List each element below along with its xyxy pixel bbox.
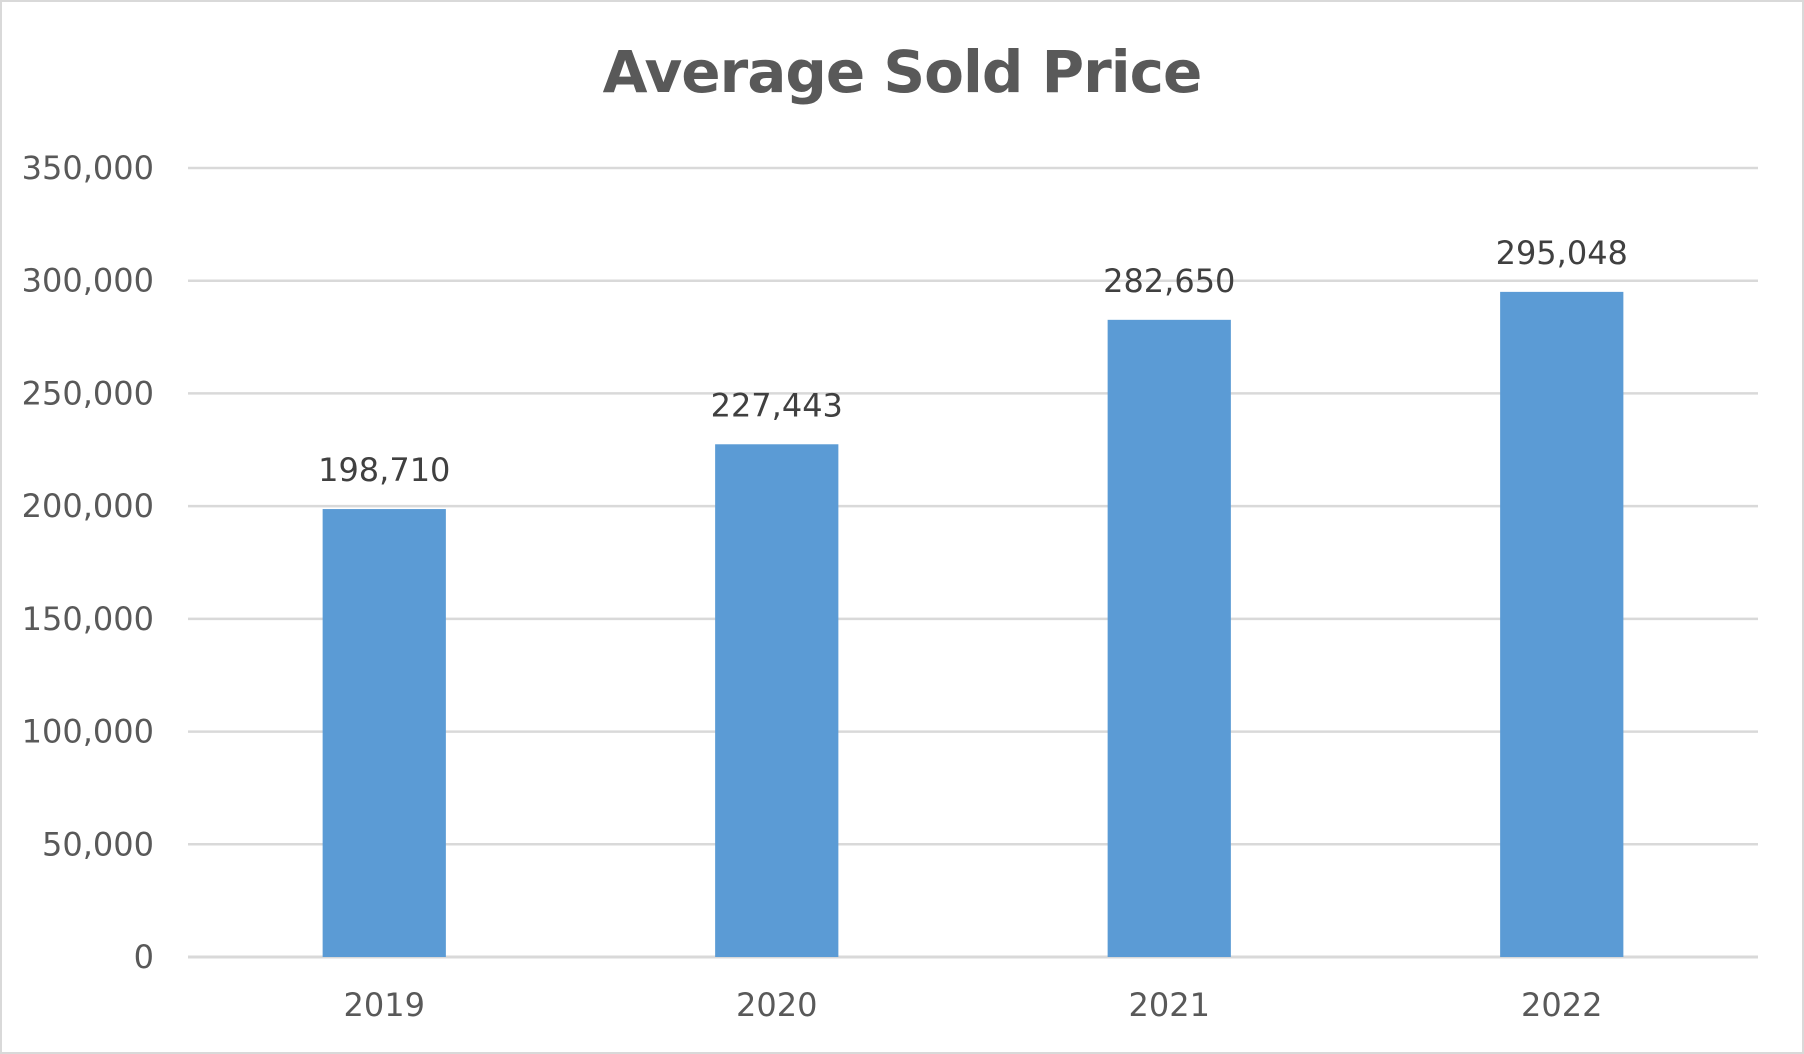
data-label-2021: 282,650 xyxy=(1103,262,1235,300)
y-tick-label: 150,000 xyxy=(22,600,154,638)
y-tick-label: 0 xyxy=(134,938,154,976)
bar-2019 xyxy=(322,509,446,957)
x-axis-ticks: 2019 2020 2021 2022 xyxy=(344,986,1603,1024)
x-tick-label-2019: 2019 xyxy=(344,986,425,1024)
x-tick-label-2020: 2020 xyxy=(736,986,817,1024)
y-tick-label: 250,000 xyxy=(22,374,154,412)
data-label-2019: 198,710 xyxy=(318,451,450,489)
bars xyxy=(322,291,1624,957)
data-label-2022: 295,048 xyxy=(1496,234,1628,272)
y-axis-ticks: 0 50,000 100,000 150,000 200,000 250,000 300,0… xyxy=(22,149,154,976)
bar-2021 xyxy=(1107,319,1231,957)
bar-2020 xyxy=(715,444,839,957)
data-label-2020: 227,443 xyxy=(711,386,843,424)
chart-title: Average Sold Price xyxy=(602,38,1203,106)
data-labels: 198,710 227,443 282,650 295,048 xyxy=(318,234,1628,489)
gridlines xyxy=(188,166,1758,959)
x-tick-label-2021: 2021 xyxy=(1129,986,1210,1024)
x-tick-label-2022: 2022 xyxy=(1521,986,1602,1024)
y-tick-label: 300,000 xyxy=(22,262,154,300)
bar-2022 xyxy=(1500,291,1624,957)
y-tick-label: 50,000 xyxy=(42,825,154,863)
y-tick-label: 100,000 xyxy=(22,713,154,751)
y-tick-label: 350,000 xyxy=(22,149,154,187)
y-tick-label: 200,000 xyxy=(22,487,154,525)
